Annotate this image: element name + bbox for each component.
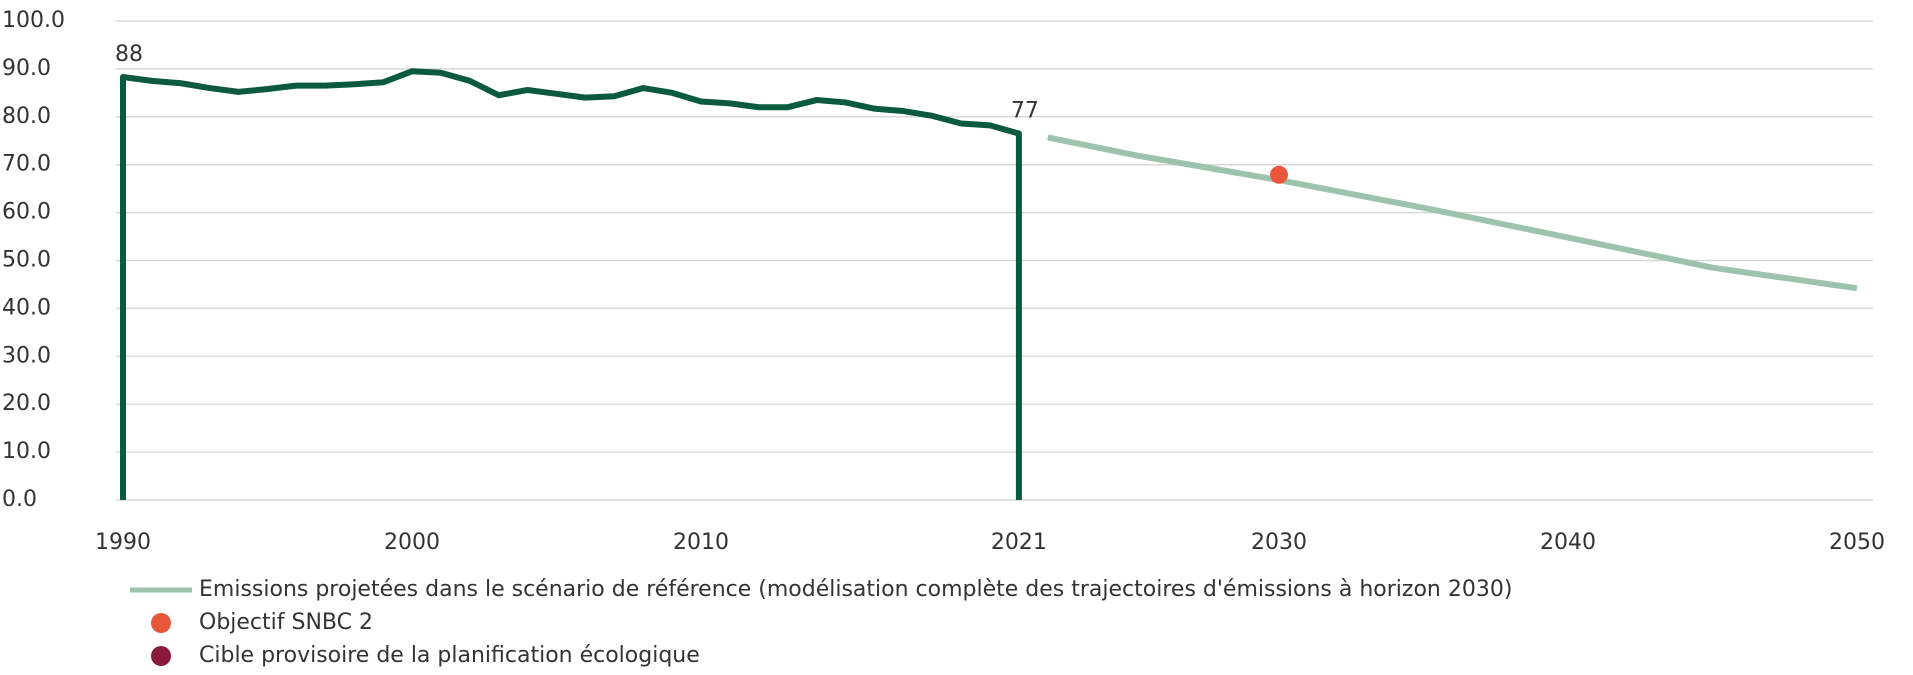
x-tick-label: 2000	[384, 530, 440, 555]
x-tick-label: 2021	[991, 530, 1047, 555]
y-tick-label: 60.0	[2, 200, 51, 225]
y-tick-label: 80.0	[2, 104, 51, 129]
legend-swatch	[151, 613, 171, 633]
x-tick-label: 2010	[673, 530, 729, 555]
value-label: 88	[115, 42, 143, 67]
y-tick-label: 0.0	[2, 487, 37, 512]
y-tick-label: 90.0	[2, 56, 51, 81]
x-tick-label: 2050	[1829, 530, 1885, 555]
legend-label: Objectif SNBC 2	[199, 610, 373, 635]
x-tick-label: 1990	[95, 530, 151, 555]
y-tick-label: 20.0	[2, 391, 51, 416]
x-tick-label: 2030	[1251, 530, 1307, 555]
legend-swatch	[151, 646, 171, 666]
x-tick-label: 2040	[1540, 530, 1596, 555]
series-point	[1270, 165, 1288, 184]
y-tick-label: 10.0	[2, 439, 51, 464]
series-line	[120, 68, 1022, 500]
series-line	[1047, 134, 1858, 292]
legend-label: Emissions projetées dans le scénario de …	[199, 577, 1512, 602]
value-label: 77	[1011, 99, 1039, 124]
y-tick-label: 30.0	[2, 343, 51, 368]
y-tick-label: 50.0	[2, 248, 51, 273]
legend-label: Cible provisoire de la planification éco…	[199, 643, 700, 668]
y-tick-label: 40.0	[2, 295, 51, 320]
y-tick-label: 100.0	[2, 8, 65, 33]
y-tick-label: 70.0	[2, 152, 51, 177]
